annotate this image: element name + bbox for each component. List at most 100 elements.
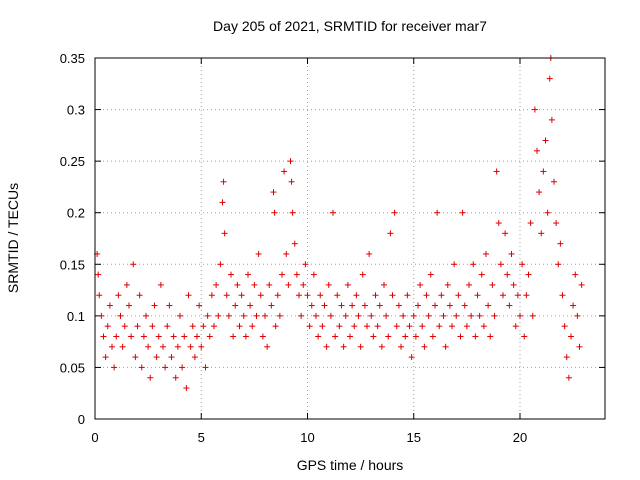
data-point xyxy=(485,302,492,309)
data-point xyxy=(166,302,173,309)
data-point xyxy=(259,333,266,340)
data-point xyxy=(130,261,137,268)
x-tick-label: 10 xyxy=(300,430,314,445)
data-point xyxy=(206,333,213,340)
scatter-points xyxy=(94,55,585,392)
data-point xyxy=(113,333,120,340)
data-point xyxy=(157,281,164,288)
data-point xyxy=(185,292,192,299)
plot-frame xyxy=(94,57,606,420)
data-point xyxy=(557,240,564,247)
data-point xyxy=(123,281,130,288)
data-point xyxy=(319,323,326,330)
data-point xyxy=(425,312,432,319)
data-point xyxy=(423,292,430,299)
data-point xyxy=(574,312,581,319)
data-point xyxy=(217,261,224,268)
data-point xyxy=(519,261,526,268)
data-point xyxy=(451,261,458,268)
data-point xyxy=(198,343,205,350)
data-point xyxy=(381,281,387,288)
data-point xyxy=(104,323,111,330)
data-point xyxy=(521,333,528,340)
data-point xyxy=(347,333,353,340)
data-point xyxy=(540,168,547,175)
data-point xyxy=(565,374,572,381)
data-point xyxy=(247,302,254,309)
data-point xyxy=(400,312,407,319)
data-point xyxy=(249,323,256,330)
data-point xyxy=(578,281,585,288)
data-point xyxy=(140,333,147,340)
data-point xyxy=(136,292,143,299)
data-point xyxy=(268,302,275,309)
data-point xyxy=(553,220,560,227)
data-point xyxy=(536,189,543,196)
grid xyxy=(95,58,605,419)
x-tick-label: 20 xyxy=(513,430,527,445)
data-point xyxy=(529,312,536,319)
data-point xyxy=(288,178,295,185)
data-point xyxy=(153,354,160,361)
data-point xyxy=(548,116,555,123)
data-point xyxy=(304,292,311,299)
data-point xyxy=(538,230,545,237)
data-point xyxy=(389,292,396,299)
data-point xyxy=(174,343,181,350)
data-point xyxy=(383,312,390,319)
chart-title: Day 205 of 2021, SRMTID for receiver mar… xyxy=(213,18,487,34)
data-point xyxy=(162,364,169,371)
data-point xyxy=(102,354,109,361)
data-point xyxy=(238,292,245,299)
data-point xyxy=(504,271,511,278)
data-point xyxy=(531,106,538,113)
data-point xyxy=(480,323,487,330)
data-point xyxy=(546,75,553,82)
data-point xyxy=(412,333,419,340)
data-point xyxy=(147,374,154,381)
data-point xyxy=(385,333,392,340)
data-point xyxy=(187,343,194,350)
data-point xyxy=(395,302,402,309)
data-point xyxy=(155,333,162,340)
data-point xyxy=(160,343,166,350)
data-point xyxy=(483,250,489,257)
data-point xyxy=(313,312,319,319)
data-point xyxy=(189,323,196,330)
data-point xyxy=(196,302,203,309)
data-point xyxy=(334,292,341,299)
data-point xyxy=(378,343,385,350)
data-point xyxy=(281,168,288,175)
data-point xyxy=(491,312,498,319)
data-point xyxy=(202,364,209,371)
data-point xyxy=(534,147,540,154)
data-point xyxy=(410,312,417,319)
data-point xyxy=(364,323,370,330)
data-point xyxy=(368,312,375,319)
data-point xyxy=(264,343,271,350)
data-point xyxy=(117,312,124,319)
data-point xyxy=(317,292,324,299)
data-point xyxy=(355,312,362,319)
data-point xyxy=(470,261,477,268)
data-point xyxy=(359,271,366,278)
data-point xyxy=(472,333,479,340)
y-tick-label: 0 xyxy=(78,412,85,427)
data-point xyxy=(323,343,330,350)
data-point xyxy=(128,333,135,340)
data-point xyxy=(194,333,200,340)
data-point xyxy=(306,323,313,330)
data-point xyxy=(570,302,577,309)
data-point xyxy=(213,281,220,288)
data-point xyxy=(191,354,198,361)
data-point xyxy=(183,385,190,392)
data-point xyxy=(527,220,534,227)
data-point xyxy=(285,281,292,288)
data-point xyxy=(404,292,411,299)
data-point xyxy=(219,199,226,206)
data-point xyxy=(495,220,502,227)
data-point xyxy=(225,312,232,319)
y-tick-label: 0.35 xyxy=(60,51,85,66)
data-point xyxy=(555,261,562,268)
data-point xyxy=(506,302,513,309)
